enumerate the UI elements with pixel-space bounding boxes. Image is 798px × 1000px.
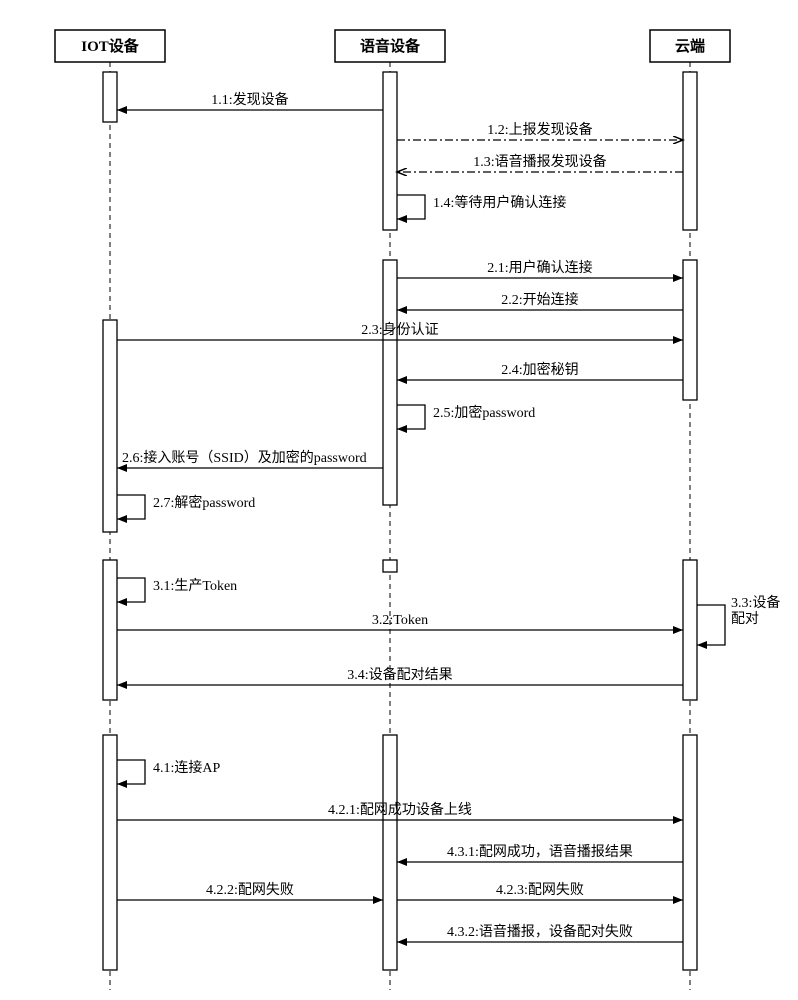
msg-label-m422: 4.2.2:配网失败 xyxy=(206,882,294,898)
lifeline-label-cloud: 云端 xyxy=(675,37,705,55)
msg-label-m21: 2.1:用户确认连接 xyxy=(487,259,592,276)
activation-iot-6 xyxy=(103,560,117,700)
msg-label-m23: 2.3:身份认证 xyxy=(361,322,438,338)
msg-m26: 2.6:接入账号（SSID）及加密的password xyxy=(117,449,383,468)
msg-label-m34: 3.4:设备配对结果 xyxy=(347,666,452,683)
msg-label-m31: 3.1:生产Token xyxy=(153,578,237,594)
activation-cloud-2 xyxy=(683,72,697,230)
activation-voice-7 xyxy=(383,560,397,572)
activation-iot-9 xyxy=(103,735,117,970)
activation-voice-3 xyxy=(383,260,397,505)
activation-cloud-8 xyxy=(683,560,697,700)
sequence-diagram: IOT设备 语音设备 云端 1.1:发现设备 1.2:上报发现设备 1.3:语音播报发现设… xyxy=(0,0,798,1000)
lifeline-label-voice: 语音设备 xyxy=(360,37,421,55)
lifeline-label-iot: IOT设备 xyxy=(81,37,140,55)
msg-label-m24: 2.4:加密秘钥 xyxy=(501,361,578,378)
msg-label-m432: 4.3.2:语音播报，设备配对失败 xyxy=(447,923,633,940)
activation-voice-1 xyxy=(383,72,397,230)
msg-label-m11: 1.1:发现设备 xyxy=(211,91,288,108)
activation-iot-0 xyxy=(103,72,117,122)
msg-label-m41: 4.1:连接AP xyxy=(153,759,220,776)
activation-voice-10 xyxy=(383,735,397,970)
msg-label-m421: 4.2.1:配网成功设备上线 xyxy=(328,801,472,818)
msg-label-m26: 2.6:接入账号（SSID）及加密的password xyxy=(122,449,367,466)
msg-label-m25: 2.5:加密password xyxy=(433,404,535,421)
msg-label-m22: 2.2:开始连接 xyxy=(501,291,578,308)
msg-label-m423: 4.2.3:配网失败 xyxy=(496,882,584,898)
msg-label-m27: 2.7:解密password xyxy=(153,494,255,511)
msg-label-m33: 配对 xyxy=(731,611,759,627)
activation-cloud-11 xyxy=(683,735,697,970)
msg-label-m13: 1.3:语音播报发现设备 xyxy=(473,153,606,170)
msg-label-m12: 1.2:上报发现设备 xyxy=(487,121,592,138)
msg-label-m33: 3.3:设备 xyxy=(731,594,780,611)
msg-label-m32: 3.2:Token xyxy=(372,613,428,628)
activation-cloud-4 xyxy=(683,260,697,400)
msg-label-m431: 4.3.1:配网成功，语音播报结果 xyxy=(447,843,633,860)
msg-label-m14: 1.4:等待用户确认连接 xyxy=(433,194,566,211)
activation-iot-5 xyxy=(103,320,117,532)
